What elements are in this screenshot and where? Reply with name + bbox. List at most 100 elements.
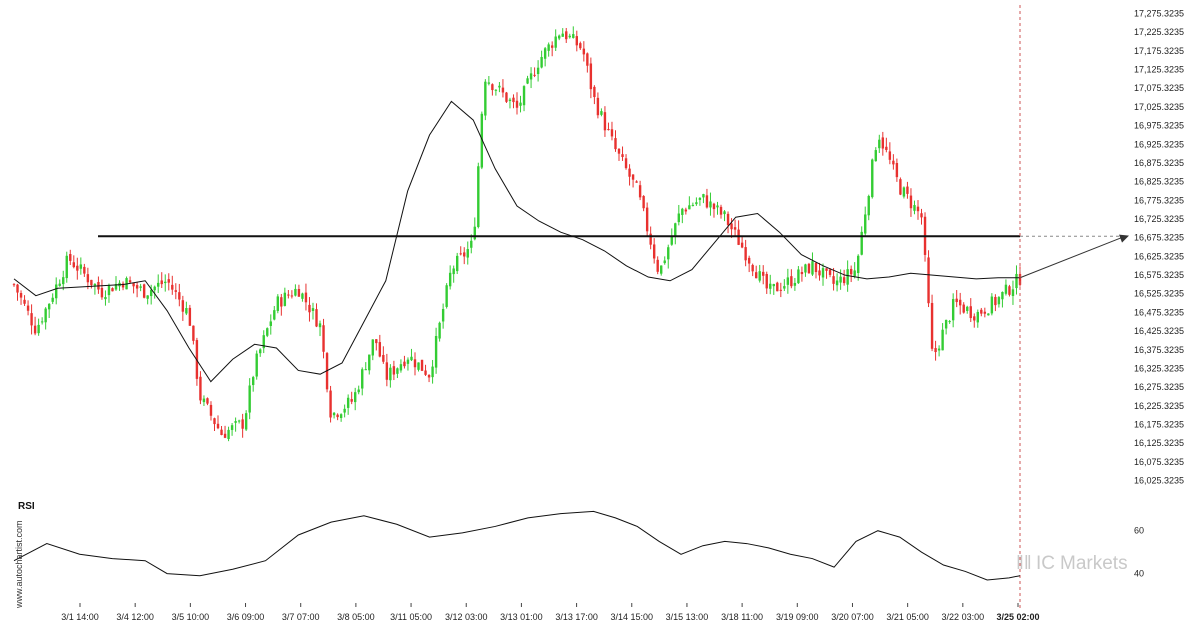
candle-body (322, 325, 325, 352)
candle-body (927, 257, 930, 304)
candle-body (867, 196, 870, 216)
candle-body (765, 273, 768, 289)
price-tick-label: 16,375.3235 (1134, 345, 1184, 355)
candle-body (1008, 286, 1011, 295)
candle-body (167, 279, 170, 283)
candle-body (480, 113, 484, 168)
candle-body (793, 282, 797, 286)
candle-body (540, 56, 543, 68)
candle-body (403, 361, 406, 367)
candle-body (339, 414, 343, 418)
candle-body (371, 339, 374, 356)
candle-body (251, 377, 255, 386)
candle-body (990, 296, 994, 314)
candle-body (234, 421, 237, 423)
candle-body (241, 419, 244, 429)
candle-body (304, 292, 308, 303)
candle-body (178, 292, 181, 300)
candle-body (100, 287, 104, 298)
candle-body (906, 186, 909, 194)
price-tick-label: 16,125.3235 (1134, 438, 1184, 448)
price-tick-label: 16,275.3235 (1134, 382, 1184, 392)
candle-body (832, 276, 835, 284)
candle-body (157, 282, 160, 287)
candle-body (114, 283, 118, 290)
time-tick-label: 3/5 10:00 (172, 612, 210, 622)
candle-body (916, 206, 920, 212)
candle-body (589, 63, 593, 90)
candle-body (624, 158, 628, 169)
time-tick-label: 3/20 07:00 (831, 612, 874, 622)
candle-body (533, 74, 536, 76)
candle-body (294, 288, 297, 296)
candle-body (364, 369, 367, 371)
candle-body (976, 311, 979, 323)
candle-body (378, 342, 382, 357)
candle-body (733, 227, 737, 230)
candle-body (565, 31, 568, 40)
candle-body (684, 209, 688, 212)
candle-body (181, 300, 185, 312)
time-tick-label: 3/7 07:00 (282, 612, 320, 622)
candle-body (638, 185, 642, 198)
candle-body (26, 305, 30, 311)
candle-body (121, 283, 125, 288)
candle-body (814, 262, 818, 273)
candle-body (466, 249, 469, 258)
candle-body (188, 307, 192, 326)
candle-body (346, 397, 350, 408)
candle-body (652, 244, 656, 259)
rsi-panel: 60 40 (13, 510, 1144, 581)
candle-body (505, 92, 508, 102)
candle-body (930, 302, 934, 349)
candle-body (677, 213, 681, 223)
candle-body (786, 277, 790, 285)
candle-body (716, 205, 719, 208)
time-tick-label: 3/15 13:00 (666, 612, 709, 622)
time-tick-label: 3/19 09:00 (776, 612, 819, 622)
candle-body (688, 205, 691, 210)
forecast-arrow-head (1119, 234, 1129, 243)
candle-body (501, 87, 505, 93)
candle-body (396, 368, 399, 374)
candle-body (730, 223, 733, 230)
candle-body (417, 362, 420, 370)
candle-body (44, 308, 47, 323)
candle-body (142, 284, 146, 298)
candle-body (185, 308, 188, 314)
candle-body (209, 404, 213, 416)
overlay-layer (98, 5, 1129, 610)
candle-body (283, 292, 287, 306)
candle-body (76, 265, 79, 271)
candle-body (280, 297, 283, 307)
candle-body (962, 304, 965, 313)
time-tick-label: 3/13 01:00 (500, 612, 543, 622)
candle-body (849, 268, 853, 275)
candle-body (835, 280, 839, 286)
time-tick-label: 3/13 17:00 (555, 612, 598, 622)
price-tick-label: 16,425.3235 (1134, 326, 1184, 336)
time-tick-label: 3/18 11:00 (721, 612, 763, 622)
price-tick-label: 17,025.3235 (1134, 102, 1184, 112)
candle-body (920, 213, 923, 218)
candle-body (937, 348, 941, 351)
candle-body (441, 308, 445, 322)
candle-body (994, 296, 997, 306)
candle-body (660, 265, 663, 274)
candle-body (431, 366, 434, 378)
time-tick-label: 3/1 14:00 (61, 612, 99, 622)
candle-body (375, 339, 378, 344)
candle-body (491, 84, 494, 91)
price-tick-label: 17,175.3235 (1134, 46, 1184, 56)
time-axis: 3/1 14:00 3/4 12:00 3/5 10:00 3/6 09:00 3/7 … (61, 603, 1040, 622)
candle-body (23, 299, 26, 304)
candle-body (255, 353, 258, 377)
candle-body (62, 277, 65, 285)
candle-body (329, 390, 332, 418)
candle-body (723, 211, 726, 215)
candle-body (153, 286, 156, 291)
candle-body (807, 263, 811, 274)
candle-body (206, 398, 209, 404)
candle-body (139, 286, 142, 288)
candle-body (37, 324, 40, 334)
